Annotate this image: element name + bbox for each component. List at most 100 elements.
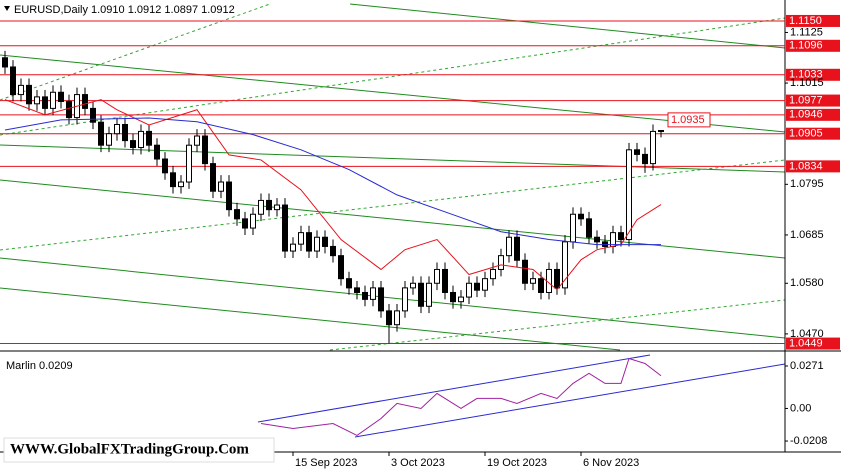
level-label-box xyxy=(786,127,840,140)
candle-body xyxy=(106,133,112,146)
candle-body xyxy=(10,66,16,96)
candle-body xyxy=(234,209,240,220)
trendline xyxy=(0,287,621,351)
candle-body xyxy=(66,100,72,119)
candle-body xyxy=(394,310,400,326)
x-tick-label: 6 Nov 2023 xyxy=(583,457,639,469)
candle-body xyxy=(98,121,104,146)
candle-body xyxy=(282,204,288,252)
x-tick-label: 19 Oct 2023 xyxy=(487,457,547,469)
candle-body xyxy=(210,163,216,192)
candle-body xyxy=(18,84,24,96)
candle-body xyxy=(626,149,632,241)
candle-body xyxy=(322,236,328,247)
candle-body xyxy=(346,278,352,289)
candle-body xyxy=(114,123,120,135)
candle-body xyxy=(146,130,152,146)
level-label: 1.1150 xyxy=(789,15,822,27)
trendline xyxy=(0,257,786,339)
level-label-box xyxy=(786,68,840,81)
level-label: 1.1033 xyxy=(789,69,823,81)
level-label: 1.1096 xyxy=(789,40,823,52)
candle-body xyxy=(298,232,304,245)
candle-body xyxy=(130,140,136,149)
candle-body xyxy=(218,181,224,192)
y-tick-label: 0.00 xyxy=(790,402,811,414)
level-label: 1.0834 xyxy=(789,160,823,172)
candle-body xyxy=(530,278,536,284)
candle-body xyxy=(370,287,376,300)
y-tick-label: 1.1125 xyxy=(790,26,823,38)
candle-body xyxy=(58,91,64,102)
trendline xyxy=(0,144,786,173)
moving-average xyxy=(4,117,661,246)
y-tick-label: -0.0208 xyxy=(790,435,827,447)
candle-body xyxy=(402,287,408,312)
candle-body xyxy=(418,282,424,307)
price-box-label: 1.0935 xyxy=(671,114,705,126)
moving-average xyxy=(4,99,662,291)
candle-body xyxy=(490,268,496,280)
candle-body xyxy=(642,153,648,165)
level-label-box xyxy=(786,14,840,27)
candle-body xyxy=(458,296,464,303)
candle-body xyxy=(410,282,416,289)
candle-body xyxy=(306,232,312,252)
candle-body xyxy=(482,278,488,291)
candle-body xyxy=(274,204,280,211)
candle-body xyxy=(538,278,544,293)
candle-body xyxy=(242,218,248,229)
y-tick-label: 1.1015 xyxy=(790,77,824,89)
candle-body xyxy=(82,94,88,109)
indicator-line xyxy=(260,357,662,436)
indicator-trendlines xyxy=(257,354,786,438)
candle-body xyxy=(594,236,600,243)
candle-body xyxy=(178,181,184,188)
y-tick-label: 1.0685 xyxy=(790,229,824,241)
candle-body xyxy=(250,213,256,229)
candle-body xyxy=(362,291,368,300)
trendline xyxy=(329,299,786,351)
indicator-title: Marlin 0.0209 xyxy=(6,360,73,372)
candle-body xyxy=(26,84,32,105)
candle-body xyxy=(122,123,128,142)
candle-body xyxy=(442,268,448,293)
watermark-box xyxy=(3,437,275,463)
candle-body xyxy=(658,129,664,132)
candle-body xyxy=(498,255,504,270)
candle-body xyxy=(154,144,160,160)
level-label-box xyxy=(786,94,840,107)
x-tick-label: 15 Sep 2023 xyxy=(295,457,357,469)
candle-body xyxy=(90,107,96,123)
candle-body xyxy=(506,236,512,257)
y-tick-label: 1.0795 xyxy=(790,178,824,190)
candle-body xyxy=(170,172,176,188)
level-label-box xyxy=(786,160,840,173)
level-label: 1.0449 xyxy=(789,337,823,349)
candle-body xyxy=(338,255,344,280)
candle-body xyxy=(202,135,208,165)
candle-body xyxy=(314,236,320,252)
candle-body xyxy=(522,259,528,284)
candle-body xyxy=(386,310,392,326)
y-tick-label: 1.0470 xyxy=(790,328,824,340)
candle-body xyxy=(570,213,576,243)
candle-body xyxy=(42,96,48,109)
level-label: 1.0905 xyxy=(789,128,823,140)
candle-body xyxy=(266,199,272,211)
candle-body xyxy=(586,218,592,238)
level-label: 1.0977 xyxy=(789,94,823,106)
candle-body xyxy=(634,149,640,155)
candle-body xyxy=(194,135,200,146)
trendline xyxy=(257,354,651,423)
candle-body xyxy=(474,282,480,291)
candle-body xyxy=(378,287,384,312)
candle-body xyxy=(2,57,8,68)
level-label-box xyxy=(786,337,840,350)
candle-body xyxy=(426,282,432,307)
candle-body xyxy=(578,213,584,220)
trendline xyxy=(0,17,786,136)
candle-body xyxy=(226,181,232,211)
